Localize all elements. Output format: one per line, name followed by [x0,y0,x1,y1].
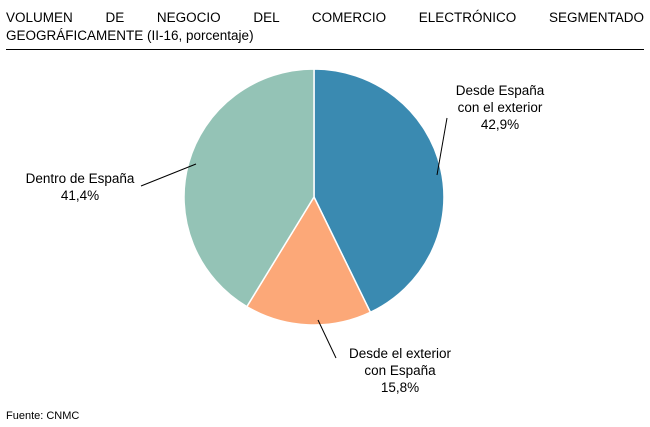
pie-slices [183,68,445,326]
slice-value-label: 42,9% [481,117,519,132]
pie-labels: Desde España con el exterior 42,9% Desde el… [26,83,545,395]
slice-category-label: Desde España [456,83,545,98]
slice-category-label: Desde el exterior [349,346,452,361]
leader-line-1 [436,117,448,176]
slice-category-label: con el exterior [458,100,543,115]
chart-title: VOLUMEN DE NEGOCIO DEL COMERCIO ELECTRÓN… [6,9,644,45]
slice-value-label: 15,8% [381,380,419,395]
source-note: Fuente: CNMC [6,410,80,422]
slice-label-1: Desde España con el exterior 42,9% [456,83,545,132]
slice-category-label: Dentro de España [26,171,135,186]
leader-line-3 [140,163,197,187]
pie-leader-lines [140,117,448,359]
leader-line-2 [317,319,337,359]
pie-slice-1 [313,68,445,314]
slice-value-label: 41,4% [61,188,99,203]
slice-category-label: con España [364,363,436,378]
chart-title-line-1: VOLUMEN DE NEGOCIO DEL COMERCIO ELECTRÓN… [6,10,644,25]
pie-slice-2 [246,196,372,326]
pie-slice-3 [183,68,315,308]
slice-label-3: Dentro de España 41,4% [26,171,135,203]
chart-title-line-2: GEOGRÁFICAMENTE (II-16, porcentaje) [6,28,254,43]
title-underline [6,49,644,50]
slice-label-2: Desde el exterior con España 15,8% [349,346,452,395]
